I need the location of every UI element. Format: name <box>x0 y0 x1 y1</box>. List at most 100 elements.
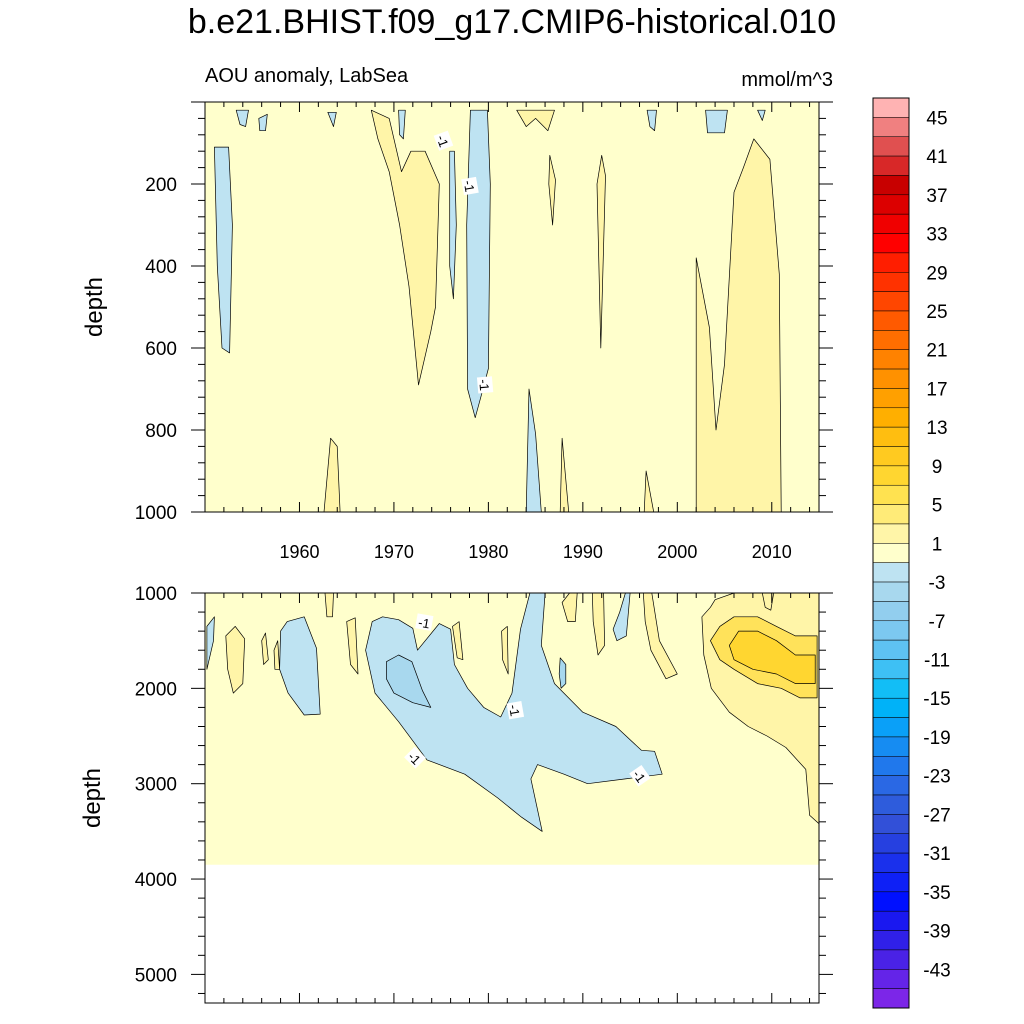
colorbar-swatch <box>872 349 910 370</box>
lower-contour-region-18 <box>273 640 280 670</box>
colorbar-swatch <box>872 504 910 525</box>
colorbar-label: 37 <box>926 186 947 207</box>
upper-x-tick-label: 2010 <box>752 542 792 562</box>
upper-contour-label-1: -1 <box>461 176 479 196</box>
upper-panel: AOU anomaly, LabSea mmol/m^3 -1 -1 -1 1960… <box>81 65 833 562</box>
colorbar-label: -7 <box>929 612 946 633</box>
upper-contour-label-2: -1 <box>476 376 494 394</box>
lower-y-tick-label: 4000 <box>135 870 177 891</box>
lower-contour-region-17 <box>261 632 269 665</box>
lower-contour-region-13 <box>501 626 509 675</box>
colorbar-swatch <box>872 97 910 118</box>
colorbar-swatch <box>872 368 910 389</box>
lower-contour-region-9 <box>225 626 246 694</box>
svg-text:-1: -1 <box>417 615 431 632</box>
colorbar-swatch <box>872 562 910 583</box>
colorbar-swatch <box>872 717 910 738</box>
colorbar-frame <box>872 97 910 1009</box>
upper-contour-region-5 <box>235 109 249 127</box>
upper-x-tick-label: 1970 <box>374 542 414 562</box>
colorbar: 45 41 37 33 29 25 21 17 13 9 5 1 -3 -7 -11 -15 -19 -23 -27… <box>872 97 951 1009</box>
lower-contour-label-3: -1 <box>629 764 651 787</box>
colorbar-label: -35 <box>923 883 950 904</box>
colorbar-label: 25 <box>926 302 947 323</box>
colorbar-swatch <box>872 407 910 428</box>
lower-contour-region-19 <box>761 593 775 611</box>
svg-text:-1: -1 <box>476 379 492 392</box>
upper-contour-region-15 <box>548 154 556 226</box>
colorbar-swatch <box>872 291 910 312</box>
upper-contour-label-0: -1 <box>434 130 454 151</box>
colorbar-swatch <box>872 910 910 931</box>
colorbar-label: -39 <box>923 922 950 943</box>
lower-contour-region-12 <box>452 621 464 661</box>
lower-contour-region-5 <box>558 657 567 689</box>
colorbar-label: 29 <box>926 263 947 284</box>
colorbar-label: 9 <box>932 457 943 478</box>
upper-contour-region-10 <box>757 109 766 121</box>
colorbar-label: 41 <box>926 147 947 168</box>
colorbar-swatch <box>872 969 910 989</box>
colorbar-swatch <box>872 233 910 254</box>
colorbar-label: 5 <box>932 496 943 517</box>
colorbar-swatch <box>872 678 910 699</box>
colorbar-swatch <box>872 330 910 350</box>
colorbar-swatch <box>872 581 910 602</box>
colorbar-label: -15 <box>923 689 950 710</box>
colorbar-swatch <box>872 601 910 622</box>
lower-contour-region-4 <box>386 654 432 708</box>
upper-x-tick-label: 2000 <box>657 542 697 562</box>
colorbar-swatch <box>872 543 910 563</box>
colorbar-swatch <box>872 930 910 951</box>
lower-contour-region-2 <box>206 616 215 670</box>
colorbar-swatch <box>872 639 910 660</box>
upper-x-tick-label: 1960 <box>279 542 319 562</box>
colorbar-label: -19 <box>923 728 950 749</box>
colorbar-swatch <box>872 175 910 196</box>
colorbar-swatch <box>872 310 910 331</box>
upper-y-tick-label: 200 <box>145 175 177 196</box>
colorbar-swatch <box>872 775 910 796</box>
upper-y-tick-label: 600 <box>145 339 177 360</box>
colorbar-swatch <box>872 484 910 505</box>
colorbar-label: -27 <box>923 805 950 826</box>
colorbar-label: -23 <box>923 767 950 788</box>
colorbar-label: -11 <box>924 650 950 671</box>
upper-contour-region-2 <box>449 150 457 300</box>
upper-axes: 1960 1970 1980 1990 2000 2010 200 400 600 800 1000 <box>135 101 833 562</box>
svg-text:-1: -1 <box>434 133 452 149</box>
upper-y-tick-label: 400 <box>145 257 177 278</box>
upper-panel-units: mmol/m^3 <box>741 69 833 91</box>
colorbar-label: 21 <box>926 341 947 362</box>
lower-panel: -1 -1 -1 -1 1000 2000 3000 4000 5000 depth <box>79 584 833 1004</box>
colorbar-swatch <box>872 852 910 873</box>
colorbar-label: 17 <box>926 379 947 400</box>
colorbar-swatch <box>872 891 910 912</box>
lower-contour-region-11 <box>346 617 359 675</box>
colorbar-label: -43 <box>923 960 950 981</box>
lower-contour-label-1: -1 <box>506 701 525 720</box>
upper-contour-region-17 <box>643 470 655 512</box>
upper-plot-area: -1 -1 -1 <box>205 102 819 512</box>
figure-title: b.e21.BHIST.f09_g17.CMIP6-historical.010 <box>188 3 836 41</box>
colorbar-swatch <box>872 872 910 893</box>
colorbar-label: 13 <box>926 418 947 439</box>
svg-text:-1: -1 <box>506 703 523 717</box>
upper-contour-region-11 <box>370 109 440 386</box>
upper-contour-region-14 <box>596 154 606 349</box>
lower-y-tick-label: 3000 <box>135 775 177 796</box>
lower-contour-region-1 <box>279 616 321 716</box>
lower-contour-region-10 <box>324 593 334 618</box>
lower-contour-region-14 <box>561 593 578 622</box>
colorbar-swatch <box>872 814 910 834</box>
colorbar-swatch <box>872 194 910 215</box>
colorbar-swatch <box>872 523 910 544</box>
lower-contour-region-16 <box>642 593 678 680</box>
svg-text:-1: -1 <box>461 179 478 193</box>
colorbar-label: 45 <box>926 108 947 129</box>
colorbar-swatch <box>872 252 910 273</box>
upper-contour-region-9 <box>705 109 728 134</box>
colorbar-label: -3 <box>929 573 946 594</box>
lower-y-tick-label: 1000 <box>135 584 177 605</box>
